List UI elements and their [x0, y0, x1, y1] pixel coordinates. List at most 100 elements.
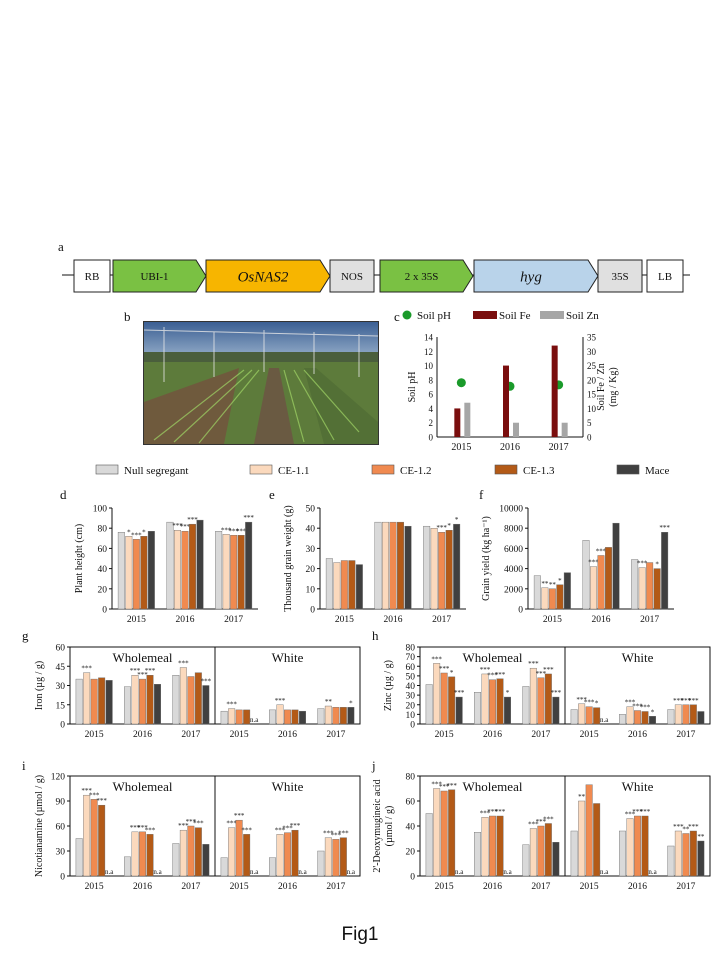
xtick-label: 2015: [580, 730, 599, 740]
bar: [284, 709, 291, 725]
bar: [529, 828, 537, 877]
bar: [563, 572, 571, 610]
significance-mark: ***: [81, 665, 92, 673]
xtick-label: 2015: [85, 730, 104, 740]
bar: [332, 707, 340, 725]
bar: [174, 530, 181, 610]
construct-part-label: 2 x 35S: [405, 271, 439, 283]
bar: [537, 677, 545, 725]
bar: [172, 675, 180, 725]
significance-mark: ***: [688, 697, 699, 705]
significance-mark: ***: [439, 665, 450, 673]
significance-mark: ***: [625, 811, 636, 819]
bar: [140, 536, 148, 610]
ytick-label: 60: [56, 823, 66, 833]
group-title: White: [622, 650, 654, 665]
soil-ph-point: [456, 378, 466, 388]
construct-part-label: NOS: [341, 271, 363, 283]
bar: [187, 825, 195, 877]
group-title: White: [622, 779, 654, 794]
construct-part-label: 35S: [611, 271, 628, 283]
xtick-label: 2017: [181, 882, 200, 892]
ytick-label: 40: [306, 525, 316, 535]
xtick-label: 2017: [676, 730, 695, 740]
significance-mark: **: [697, 833, 705, 841]
xtick-label: 2015: [127, 615, 146, 625]
significance-mark: ***: [625, 699, 636, 707]
ytick-label: 6000: [504, 545, 523, 555]
significance-mark: ***: [536, 818, 547, 826]
xtick-label: 2017: [531, 882, 550, 892]
bar: [638, 567, 646, 610]
xtick-label: 2016: [628, 882, 647, 892]
bar: [181, 531, 189, 610]
significance-mark: *: [450, 669, 454, 677]
bar: [578, 800, 586, 877]
bar: [474, 832, 481, 877]
significance-mark: ***: [275, 697, 286, 705]
panel-letter-j: j: [371, 758, 376, 773]
bar: [172, 843, 180, 877]
ytick-label: 8000: [504, 525, 523, 535]
significance-mark: ***: [576, 696, 587, 704]
ytick-label: 0: [310, 606, 315, 616]
panel-letter-g: g: [22, 628, 29, 643]
construct-diagram: a RB UBI-1 OsNAS2 NOS 2 x 35S hyg 35S LB: [58, 239, 690, 293]
ytick-label: 20: [406, 701, 416, 711]
soil-legend-marker: [402, 310, 412, 320]
bar: [202, 685, 210, 725]
bar: [667, 709, 675, 725]
soil-xtick: 2015: [451, 442, 471, 453]
bar: [146, 675, 154, 725]
significance-mark: *: [349, 699, 353, 707]
bar: [276, 834, 284, 877]
significance-mark: **: [682, 826, 690, 834]
significance-mark: ***: [137, 671, 148, 679]
bar: [425, 684, 433, 725]
bar: [166, 521, 174, 610]
bar: [593, 707, 601, 725]
significance-mark: ***: [96, 797, 107, 805]
significance-mark: ***: [221, 526, 232, 534]
panel-j-chart: j 0 20 40 60 80 2'-Deoxymugineic acid (µmol / g…: [371, 758, 711, 892]
bar: [496, 815, 504, 877]
bar: [179, 829, 187, 877]
figure-caption: Fig1: [341, 924, 379, 945]
bar: [230, 535, 238, 610]
bar: [641, 815, 649, 877]
ytick-label: 30: [306, 545, 316, 555]
significance-mark: ***: [145, 826, 156, 834]
bar: [189, 523, 196, 610]
bar: [317, 708, 325, 725]
bar: [522, 686, 530, 725]
bar: [504, 696, 511, 725]
group-title: White: [272, 779, 304, 794]
panel-i-chart: i 0 30 60 90 120 Nicotianamine (µmol / g) Whole…: [22, 758, 361, 892]
ytick-label: 50: [306, 505, 316, 515]
significance-mark: n.a: [105, 868, 114, 876]
bar: [582, 540, 590, 610]
xtick-label: 2016: [278, 730, 297, 740]
ytick-label: 0: [60, 721, 65, 731]
soil-ytick: 12: [424, 347, 433, 357]
significance-mark: ***: [243, 514, 254, 522]
bar: [552, 696, 560, 725]
xtick-label: 2016: [483, 882, 502, 892]
bar: [619, 830, 626, 877]
bar: [423, 525, 431, 610]
xtick-label: 2017: [640, 615, 659, 625]
construct-part-2: [205, 259, 331, 293]
bar: [522, 844, 530, 877]
y-axis-label: Zinc (µg / g): [383, 660, 394, 711]
bar: [228, 827, 236, 877]
soil-ytick: 6: [429, 390, 434, 400]
soil-ytick: 8: [429, 375, 434, 385]
significance-mark: ***: [331, 831, 342, 839]
bar: [448, 789, 456, 877]
panel-letter-b: b: [124, 309, 131, 324]
bar: [440, 790, 448, 877]
bar: [237, 535, 245, 610]
significance-mark: n.a: [503, 868, 512, 876]
significance-mark: n.a: [600, 868, 609, 876]
xtick-label: 2016: [628, 730, 647, 740]
